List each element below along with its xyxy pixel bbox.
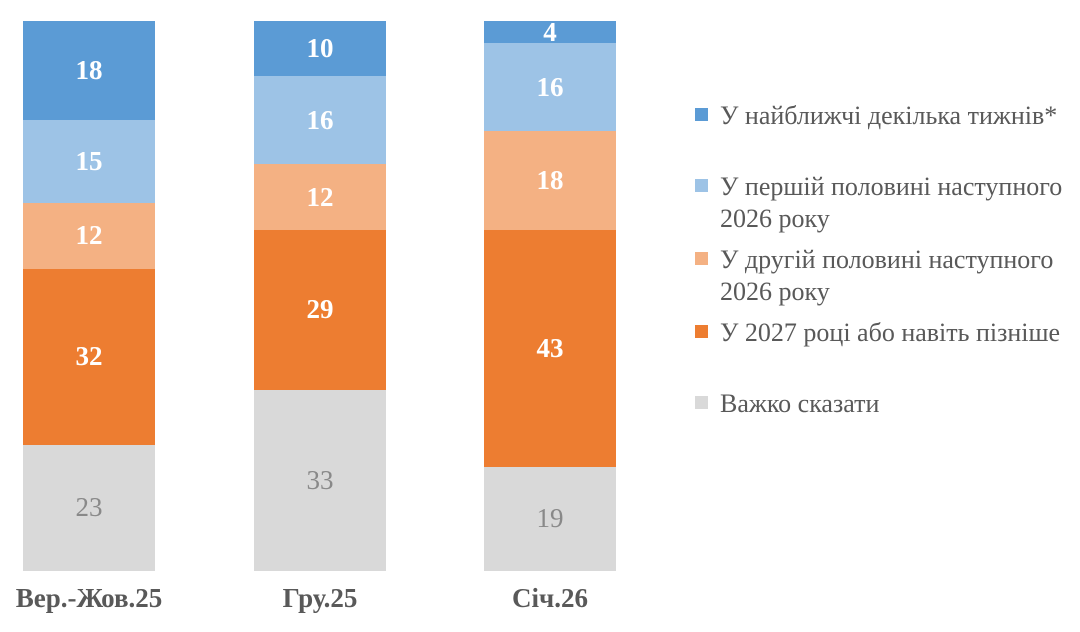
legend-item-5: Важко сказати [695,388,879,420]
legend-swatch-icon [695,252,708,265]
segment-value-label: 23 [75,492,103,523]
bar-2: 10 16 12 29 33 [254,21,386,571]
legend-item-1: У найближчі декілька тижнів* [695,100,1057,132]
legend-label-line: 2026 року [720,277,830,306]
legend-label: Важко сказати [720,388,879,420]
bar-3: 4 16 18 43 19 [484,16,616,571]
bar-segment-series-1: 4 [484,16,616,47]
legend-label-line: У 2027 році або навіть пізніше [720,318,1061,347]
segment-value-label: 33 [306,464,334,495]
segment-value-label: 43 [536,332,564,363]
bar-segment-series-5: 23 [23,444,155,571]
bar-segment-series-3: 12 [254,164,386,230]
bar-segment-series-2: 15 [23,120,155,203]
legend-swatch-icon [695,179,708,192]
category-axis-label: Січ.26 [512,583,588,613]
legend-swatch-icon [695,396,708,409]
bar-segment-series-2: 16 [254,76,386,164]
legend-label: У першій половині наступного 2026 року [720,171,1062,235]
segment-value-label: 16 [306,104,334,135]
segment-value-label: 18 [75,55,103,85]
segment-value-label: 32 [75,341,103,371]
segment-value-label: 12 [306,181,334,212]
legend-swatch-icon [695,325,708,338]
bar-segment-series-4: 32 [23,268,155,445]
legend-item-2: У першій половині наступного 2026 року [695,171,1062,235]
legend: У найближчі декілька тижнів* У першій пол… [695,0,1080,632]
bar-segment-series-3: 12 [23,202,155,269]
bar-segment-series-5: 33 [254,389,386,571]
legend-label: У найближчі декілька тижнів* [720,100,1057,132]
legend-label-line: Важко сказати [720,389,880,418]
bar-segment-series-1: 10 [254,21,386,76]
bar-segment-series-3: 18 [484,131,616,230]
bar-segment-series-4: 29 [254,230,386,390]
category-axis-label: Гру.25 [282,583,358,613]
bar-segment-series-1: 18 [23,21,155,120]
bar-segment-series-2: 16 [484,43,616,131]
legend-label-line: У першій половині наступного [720,172,1063,201]
segment-value-label: 16 [536,71,564,102]
bar-segment-series-5: 19 [484,466,616,571]
segment-value-label: 15 [75,145,103,176]
legend-label: У 2027 році або навіть пізніше [720,317,1060,349]
legend-label-line: У другій половині наступного [720,245,1054,274]
segment-value-label: 18 [536,165,564,195]
segment-value-label: 4 [543,16,557,47]
segment-value-label: 19 [536,503,564,534]
segment-value-label: 12 [75,220,103,250]
bar-segment-series-4: 43 [484,230,616,467]
segment-value-label: 29 [306,294,334,325]
legend-label: У другій половині наступного 2026 року [720,244,1053,308]
legend-item-4: У 2027 році або навіть пізніше [695,317,1060,349]
legend-swatch-icon [695,108,708,121]
legend-label-line: У найближчі декілька тижнів* [720,101,1058,130]
category-axis-label: Вер.-Жов.25 [15,583,163,613]
segment-value-label: 10 [306,33,334,63]
bar-1: 18 15 12 32 23 [23,21,155,571]
legend-label-line: 2026 року [720,204,830,233]
legend-item-3: У другій половині наступного 2026 року [695,244,1053,308]
